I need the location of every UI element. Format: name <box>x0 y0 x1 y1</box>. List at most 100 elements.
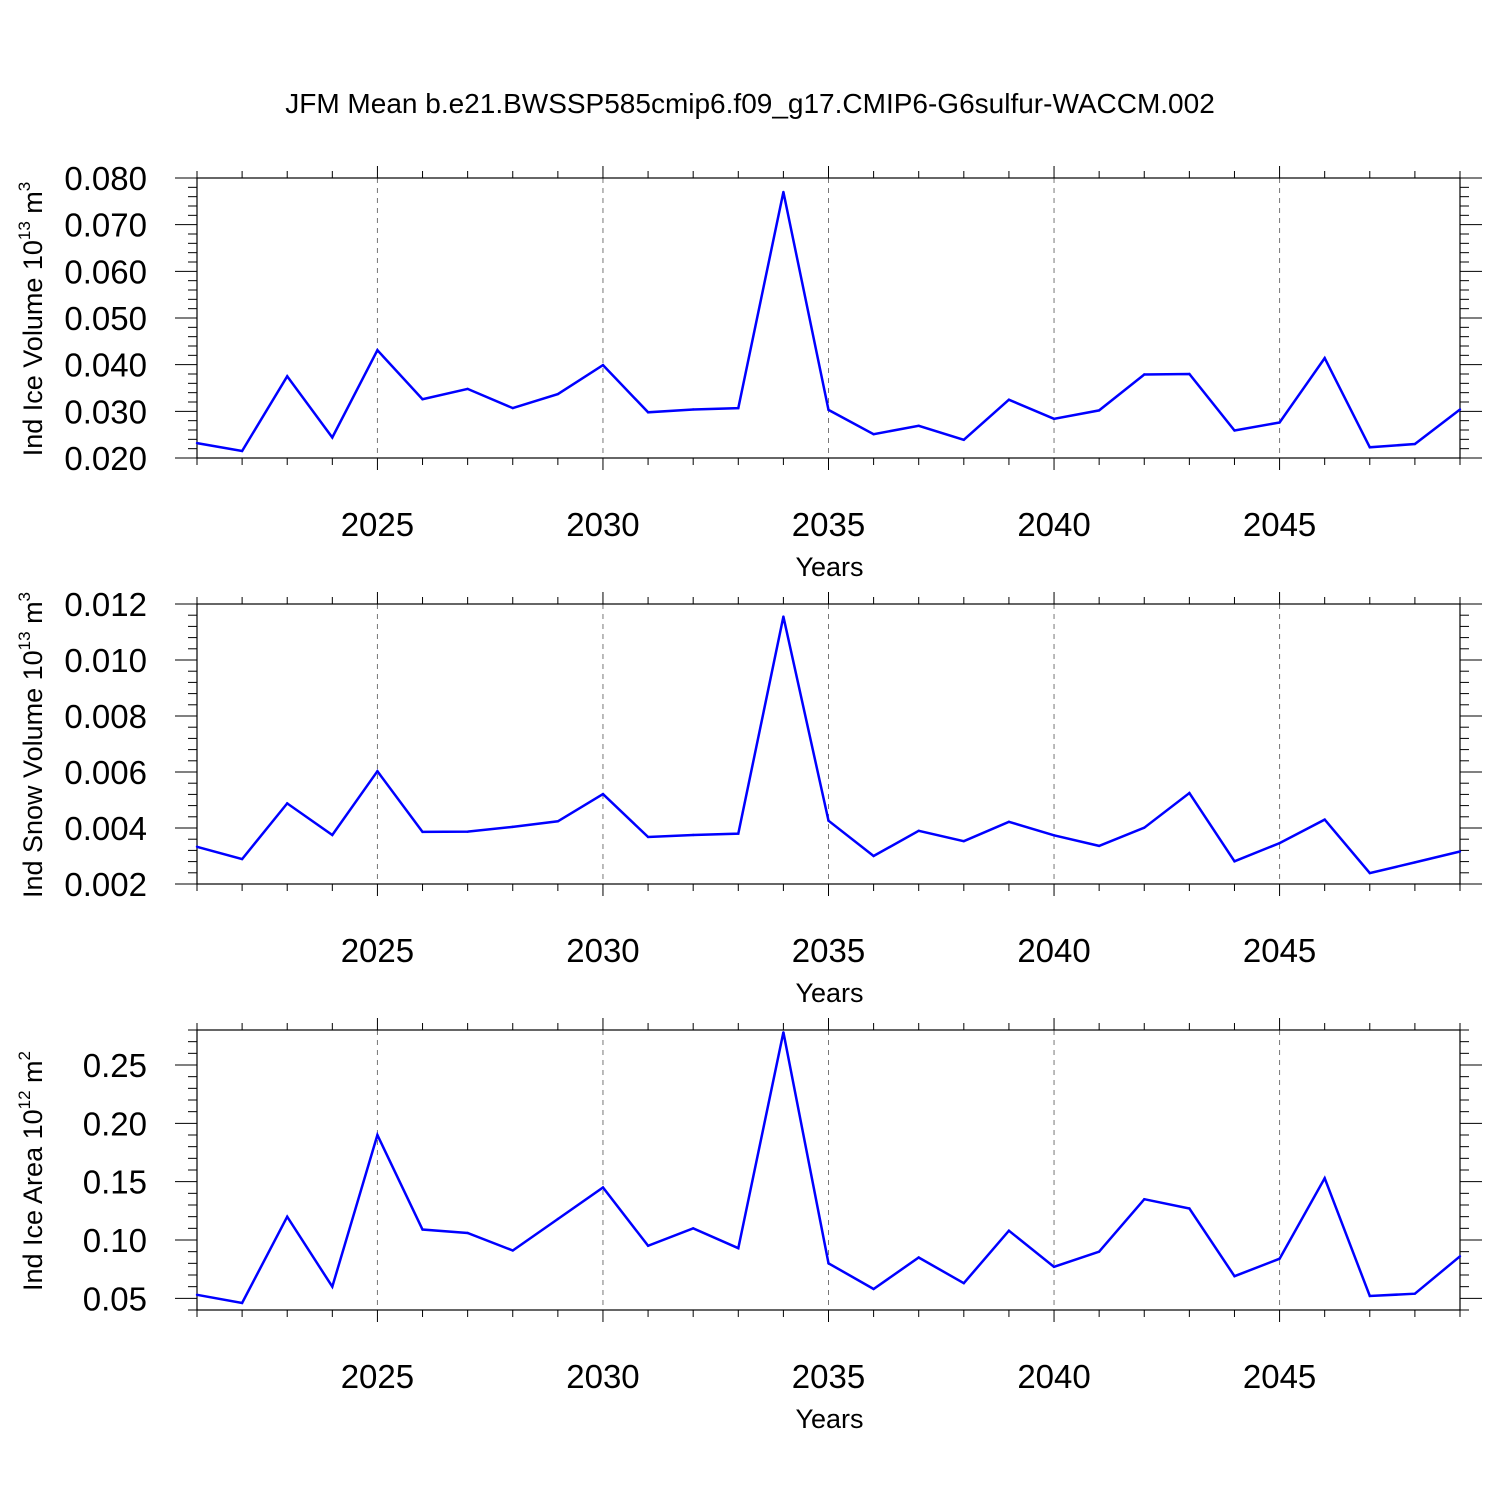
data-point <box>601 363 605 367</box>
data-point <box>466 387 469 391</box>
data-point <box>962 438 966 441</box>
x-tick-label: 2040 <box>1017 932 1090 969</box>
y-tick-label: 0.010 <box>64 642 147 679</box>
data-point <box>1052 1265 1056 1269</box>
data-point <box>1413 861 1417 864</box>
data-point <box>240 449 244 453</box>
y-axis-label: Ind Ice Area 1012 m2 <box>15 1051 48 1291</box>
y-axis-label-exponent: 13 <box>15 221 34 240</box>
data-point <box>737 1246 740 1250</box>
data-point <box>691 833 695 837</box>
data-point <box>331 436 334 439</box>
x-axis-label: Years <box>795 978 863 1008</box>
data-point <box>1323 1176 1326 1180</box>
y-axis-label-unit: m <box>18 191 48 221</box>
x-axis-label: Years <box>795 1404 863 1434</box>
data-point <box>782 190 785 194</box>
y-tick-label: 0.060 <box>64 253 147 290</box>
data-point <box>195 1293 199 1297</box>
data-point <box>1143 826 1146 829</box>
data-point <box>195 845 199 848</box>
data-point <box>1368 446 1371 449</box>
y-tick-label: 0.004 <box>64 810 147 847</box>
data-point <box>646 1244 650 1248</box>
data-point <box>421 398 424 401</box>
y-tick-label: 0.008 <box>64 698 147 735</box>
data-point <box>466 830 469 833</box>
data-point <box>1143 1197 1146 1201</box>
data-point <box>1233 429 1236 432</box>
data-point <box>962 1281 966 1285</box>
panel-3: 2025 2030 2035 2040 2045 0.05 0.10 0.15 0.20 0.25… <box>15 1018 1482 1434</box>
data-point <box>511 406 514 410</box>
data-point <box>1143 373 1146 376</box>
y-tick-label: 0.050 <box>64 300 147 337</box>
data-point <box>827 408 830 412</box>
y-axis-label-unit: m <box>18 1060 48 1090</box>
x-tick-label: 2045 <box>1243 506 1316 543</box>
data-point <box>872 854 875 858</box>
data-point <box>1188 791 1191 795</box>
y-tick-label: 0.002 <box>64 866 147 903</box>
data-point <box>1007 398 1011 401</box>
x-tick-label: 2030 <box>566 1358 639 1395</box>
x-tick-label: 2025 <box>341 506 414 543</box>
y-tick-label: 0.030 <box>64 393 147 430</box>
data-point <box>737 406 740 410</box>
data-point <box>1278 841 1281 845</box>
x-tick-label: 2035 <box>792 932 865 969</box>
data-point <box>782 615 785 618</box>
data-point <box>962 839 966 843</box>
data-point <box>1278 421 1281 424</box>
data-point <box>286 1215 289 1218</box>
x-tick-label: 2040 <box>1017 506 1090 543</box>
y-tick-label: 0.006 <box>64 754 147 791</box>
data-point <box>1368 871 1371 875</box>
data-point <box>1458 1255 1462 1258</box>
data-point <box>1097 844 1101 848</box>
panel-2: 2025 2030 2035 2040 2045 0.002 0.004 0.006 0.008… <box>15 586 1482 1008</box>
data-point <box>240 857 244 861</box>
data-point <box>1458 408 1462 411</box>
data-point <box>286 802 289 805</box>
data-point <box>331 833 334 837</box>
data-point <box>1413 442 1417 446</box>
data-point <box>195 441 199 445</box>
data-point <box>1413 1292 1417 1295</box>
x-tick-label: 2040 <box>1017 1358 1090 1395</box>
data-point <box>1458 850 1462 853</box>
chart-title: JFM Mean b.e21.BWSSP585cmip6.f09_g17.CMI… <box>285 88 1215 119</box>
x-tick-label: 2025 <box>341 1358 414 1395</box>
x-tick-label: 2030 <box>566 932 639 969</box>
data-point <box>646 835 650 839</box>
plot-frame <box>196 1029 1461 1311</box>
y-tick-label: 0.070 <box>64 207 147 244</box>
y-tick-label: 0.25 <box>83 1047 147 1084</box>
data-point <box>511 825 514 829</box>
x-tick-label: 2045 <box>1243 932 1316 969</box>
x-tick-label: 2045 <box>1243 1358 1316 1395</box>
data-point <box>331 1285 334 1288</box>
data-point <box>1007 1229 1011 1232</box>
data-point <box>1368 1294 1371 1298</box>
data-point <box>376 769 379 773</box>
y-tick-label: 0.012 <box>64 586 147 623</box>
y-axis-label-text: Ind Snow Volume 10 <box>18 650 48 898</box>
data-point <box>421 830 424 834</box>
data-point <box>1323 356 1326 360</box>
data-point <box>1188 372 1191 376</box>
y-tick-label: 0.10 <box>83 1222 147 1259</box>
data-point <box>737 832 740 835</box>
y-tick-label: 0.15 <box>83 1164 147 1201</box>
y-axis-label-unit: m <box>18 601 48 631</box>
data-point <box>511 1249 514 1252</box>
y-axis-label-text: Ind Ice Area 10 <box>18 1109 48 1291</box>
data-point <box>917 1256 920 1259</box>
y-tick-label: 0.040 <box>64 347 147 384</box>
data-point <box>556 820 560 823</box>
data-point <box>1097 1250 1101 1253</box>
data-point <box>1188 1207 1191 1210</box>
y-tick-label: 0.05 <box>83 1280 147 1317</box>
